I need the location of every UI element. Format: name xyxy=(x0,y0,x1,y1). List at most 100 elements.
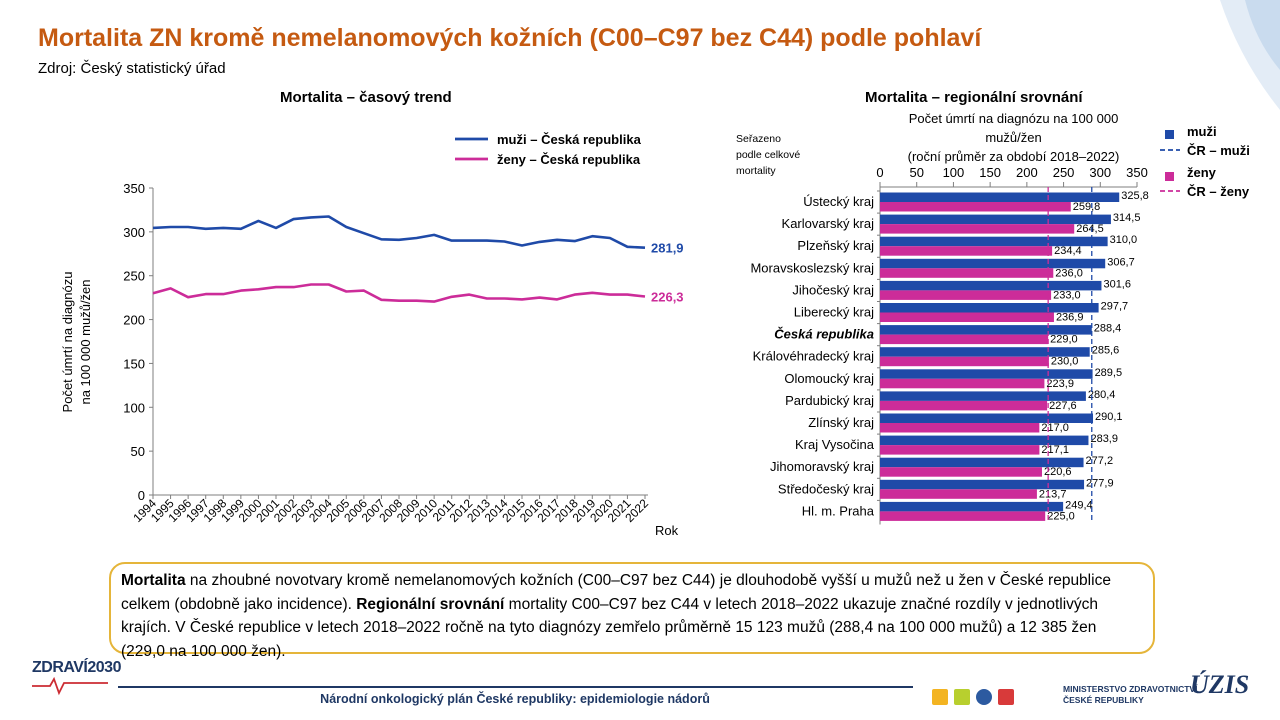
legend-label-bold: muži xyxy=(497,132,527,147)
bar-women xyxy=(880,400,1048,411)
category-label: Zlínský kraj xyxy=(808,415,874,430)
category-label: Jihomoravský kraj xyxy=(770,459,874,474)
bar-label-women: 236,0 xyxy=(1055,267,1083,279)
bar-men xyxy=(880,192,1120,202)
y-tick-label: 150 xyxy=(123,356,145,371)
bar-women xyxy=(880,445,1040,455)
bar-label-men: 297,7 xyxy=(1101,301,1129,313)
bar-label-men: 314,5 xyxy=(1113,212,1141,224)
bar-label-women: 213,7 xyxy=(1039,488,1067,500)
bar-label-men: 283,9 xyxy=(1090,433,1118,445)
category-label: Hl. m. Praha xyxy=(802,503,875,518)
x-tick-label: 200 xyxy=(1016,165,1038,180)
y-tick-label: 100 xyxy=(123,400,145,415)
regional-chart-title: Mortalita – regionální srovnání xyxy=(865,89,1083,106)
y-tick-label: 200 xyxy=(123,313,145,328)
bar-label-men: 310,0 xyxy=(1110,234,1138,246)
x-tick-label: 350 xyxy=(1126,165,1148,180)
category-label: Kraj Vysočina xyxy=(795,437,875,452)
bar-women xyxy=(880,423,1040,433)
uzis-logo: ÚZIS xyxy=(1190,670,1250,699)
bar-men xyxy=(880,479,1085,490)
sort-note-line: podle celkové xyxy=(736,149,800,161)
y-tick-label: 300 xyxy=(123,225,145,240)
corner-decoration xyxy=(1220,0,1280,110)
summary-bold-1: Mortalita xyxy=(121,572,186,589)
bar-label-men: 280,4 xyxy=(1088,389,1116,401)
bar-women xyxy=(880,246,1053,256)
x-tick-label: 50 xyxy=(909,165,923,180)
x-tick-label: 100 xyxy=(943,165,965,180)
bar-label-women: 217,0 xyxy=(1041,422,1069,434)
y-axis-title: Počet úmrtí na diagnózu na 100 000 mužů/ž… xyxy=(60,272,93,413)
bar-label-men: 301,6 xyxy=(1103,278,1131,290)
ministry-line-2: ČESKÉ REPUBLIKY xyxy=(1063,695,1144,705)
y-tick-label: 50 xyxy=(131,444,145,459)
x-axis-title: Rok xyxy=(655,523,679,538)
bar-women xyxy=(880,489,1037,499)
footer-text: Národní onkologický plán České republiky… xyxy=(320,692,710,706)
bar-label-men: 285,6 xyxy=(1092,345,1120,357)
bar-label-men: 290,1 xyxy=(1095,411,1123,423)
category-label: Ústecký kraj xyxy=(803,194,874,209)
category-label: Středočeský kraj xyxy=(778,481,874,496)
trend-chart-title: Mortalita – časový trend xyxy=(280,89,452,106)
bar-label-women: 236,9 xyxy=(1056,312,1084,324)
bar-women xyxy=(880,312,1054,322)
bar-men xyxy=(880,303,1099,313)
bar-men xyxy=(880,501,1064,512)
legend-label-women: ženy xyxy=(1187,165,1217,180)
bar-men xyxy=(880,369,1093,379)
bar-women xyxy=(880,224,1075,234)
category-label: Karlovarský kraj xyxy=(782,216,875,231)
legend-label-ref-women: ČR – ženy xyxy=(1187,184,1250,199)
series-line-men xyxy=(152,215,646,249)
bar-women xyxy=(880,268,1054,278)
axis-title-line: Počet úmrtí na diagnózu na 100 000 xyxy=(909,111,1119,126)
bar-women xyxy=(880,467,1042,477)
bar-women xyxy=(880,356,1049,367)
bar-label-women: 227,6 xyxy=(1049,400,1077,412)
sort-note-line: Seřazeno xyxy=(736,133,781,145)
summary-text-1: na zhoubné novotvary kromě nemelanomovýc… xyxy=(121,572,1111,613)
bar-men xyxy=(880,280,1102,291)
legend-label-bold: ženy xyxy=(497,152,527,167)
footer-divider xyxy=(118,686,913,688)
bar-label-men: 289,5 xyxy=(1095,367,1123,379)
summary-bold-2: Regionální srovnání xyxy=(356,595,505,613)
category-label: Plzeňský kraj xyxy=(797,238,874,253)
category-label: Královéhradecký kraj xyxy=(753,349,874,364)
bar-men xyxy=(880,457,1084,468)
page-title: Mortalita ZN kromě nemelanomových kožníc… xyxy=(38,24,982,52)
bar-men xyxy=(880,258,1106,269)
bar-label-women: 234,4 xyxy=(1054,245,1082,257)
bar-label-men: 306,7 xyxy=(1107,256,1135,268)
zdravi-2030-logo xyxy=(32,676,108,696)
y-tick-label: 250 xyxy=(123,269,145,284)
category-label: Česká republika xyxy=(774,327,874,342)
legend-swatch-women xyxy=(1165,172,1174,181)
legend-swatch-men xyxy=(1165,130,1174,139)
bar-label-men: 249,4 xyxy=(1065,499,1093,511)
bar-men xyxy=(880,347,1090,357)
x-tick-label: 150 xyxy=(979,165,1001,180)
bar-label-women: 217,1 xyxy=(1041,444,1069,456)
ministry-line-1: MINISTERSTVO ZDRAVOTNICTVÍ xyxy=(1063,684,1198,694)
y-axis-title-line: na 100 000 mužů/žen xyxy=(78,279,93,404)
summary-box: Mortalita na zhoubné novotvary kromě nem… xyxy=(109,562,1155,660)
axis-title-line: mužů/žen xyxy=(985,130,1041,145)
ministry-text: MINISTERSTVO ZDRAVOTNICTVÍ ČESKÉ REPUBLI… xyxy=(1063,684,1197,706)
category-label: Moravskoslezský kraj xyxy=(750,260,874,275)
bar-label-women: 264,5 xyxy=(1076,223,1104,235)
source-line: Zdroj: Český statistický úřad xyxy=(38,60,226,77)
y-axis-title-line: Počet úmrtí na diagnózu xyxy=(60,272,75,413)
ministry-logo xyxy=(932,689,1014,705)
bar-label-women: 233,0 xyxy=(1053,289,1081,301)
bar-women xyxy=(880,290,1052,300)
bar-men xyxy=(880,236,1108,247)
bar-men xyxy=(880,391,1086,401)
bar-men xyxy=(880,325,1092,335)
y-tick-label: 350 xyxy=(123,181,145,196)
legend-label-men: muži – Česká republika xyxy=(497,132,642,147)
x-tick-label: 0 xyxy=(876,165,883,180)
